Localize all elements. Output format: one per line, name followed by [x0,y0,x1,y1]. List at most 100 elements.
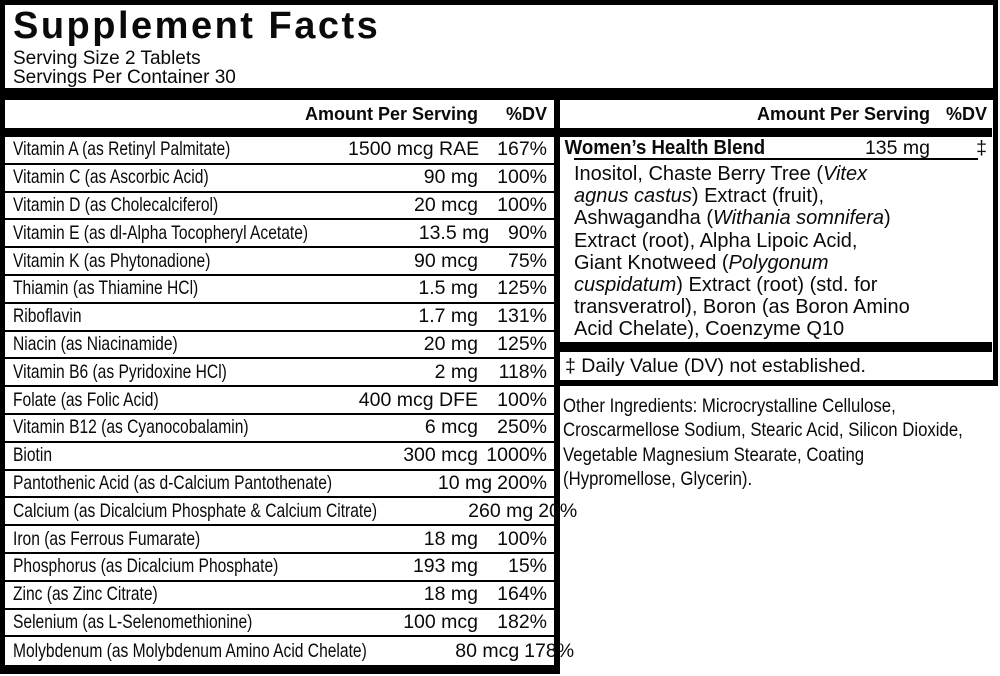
left-table-header: Amount Per Serving %DV [5,101,554,127]
nutrient-name: Riboflavin [13,305,82,328]
blend-description-line: Acid Chelate), Coenzyme Q10 [574,318,845,341]
nutrient-amount: 1500 mcg RAE [348,138,480,161]
blend-row: Women’s Health Blend 135 mg ‡ [560,136,992,159]
nutrient-name: Iron (as Ferrous Fumarate) [13,527,201,550]
table-row: Folate (as Folic Acid) 400 mcg DFE 100% [5,387,554,415]
border-bottom [0,665,560,674]
table-row: Niacin (as Niacinamide) 20 mg 125% [5,332,554,360]
table-row: Biotin 300 mcg 1000% [5,443,554,471]
table-row: Thiamin (as Thiamine HCl) 1.5 mg 125% [5,276,554,304]
nutrient-name: Zinc (as Zinc Citrate) [13,583,158,606]
border-left [0,0,5,674]
nutrient-amount: 18 mg [423,527,478,550]
other-ingredients-line: Croscarmellose Sodium, Stearic Acid, Sil… [563,419,963,442]
nutrient-amount: 260 mg [468,499,534,522]
nutrient-name: Thiamin (as Thiamine HCl) [13,277,199,300]
nutrient-dv: 167% [497,138,547,161]
percent-dv-header: %DV [505,103,547,124]
nutrient-amount: 90 mcg [414,249,478,272]
nutrient-name: Calcium (as Dicalcium Phosphate & Calciu… [13,499,378,522]
nutrient-name: Folate (as Folic Acid) [13,388,159,411]
table-row: Vitamin D (as Cholecalciferol) 20 mcg 10… [5,193,554,221]
nutrient-dv: 100% [497,193,547,216]
table-row: Vitamin B12 (as Cyanocobalamin) 6 mcg 25… [5,415,554,443]
nutrient-dv: 1000% [486,444,547,467]
other-ingredients: Other Ingredients: Microcrystalline Cell… [563,394,998,491]
blend-description-line: Ashwagandha (Withania somnifera) [574,207,891,230]
table-row: Riboflavin 1.7 mg 131% [5,304,554,332]
nutrient-table: Vitamin A (as Retinyl Palmitate) 1500 mc… [5,137,577,665]
nutrient-amount: 1.5 mg [418,277,478,300]
servings-per-container-text: Servings Per Container 30 [13,67,236,88]
dagger-symbol: ‡ [976,136,987,159]
nutrient-name: Phosphorus (as Dicalcium Phosphate) [13,555,279,578]
nutrient-name: Biotin [13,444,53,467]
nutrient-dv: 200% [497,471,547,494]
nutrient-name: Selenium (as L-Selenomethionine) [13,610,253,633]
column-divider [554,100,560,674]
nutrient-dv: 182% [497,610,547,633]
table-row: Selenium (as L-Selenomethionine) 100 mcg… [5,610,554,638]
nutrient-amount: 90 mg [423,166,478,189]
table-row: Phosphorus (as Dicalcium Phosphate) 193 … [5,554,554,582]
nutrient-amount: 193 mg [412,555,478,578]
nutrient-amount: 80 mcg [455,639,520,662]
nutrient-name: Niacin (as Niacinamide) [13,332,178,355]
other-ingredients-line: (Hypromellose, Glycerin). [563,467,753,490]
nutrient-name: Vitamin E (as dl-Alpha Tocopheryl Acetat… [13,221,309,244]
dv-footnote: ‡ Daily Value (DV) not established. [565,355,866,377]
nutrient-dv: 100% [497,527,547,550]
table-row: Vitamin E (as dl-Alpha Tocopheryl Acetat… [5,220,554,249]
nutrient-amount: 400 mcg DFE [358,388,478,411]
nutrient-dv: 250% [497,416,547,439]
nutrient-name: Vitamin K (as Phytonadione) [13,249,211,272]
nutrient-amount: 18 mg [423,583,478,606]
table-row: Vitamin B6 (as Pyridoxine HCl) 2 mg 118% [5,359,554,388]
nutrient-dv: 100% [497,388,547,411]
table-row: Calcium (as Dicalcium Phosphate & Calciu… [5,498,577,527]
left-table-header-rule [5,128,554,137]
nutrient-dv: 125% [497,277,547,300]
nutrient-dv: 20% [538,499,578,522]
border-top [0,0,998,5]
nutrient-dv: 75% [507,249,547,272]
nutrient-amount: 20 mcg [414,193,478,216]
nutrient-name: Vitamin D (as Cholecalciferol) [13,193,219,216]
amount-per-serving-header: Amount Per Serving [304,103,478,124]
nutrient-dv: 90% [507,221,547,244]
nutrient-dv: 118% [498,360,547,383]
other-ingredients-line: Other Ingredients: Microcrystalline Cell… [563,395,896,417]
nutrient-amount: 6 mcg [424,416,478,439]
blend-description-line: cuspidatum) Extract (root) (std. for [574,274,878,297]
footnote-thick-rule [560,342,992,352]
nutrient-amount: 100 mcg [403,610,478,633]
blend-description-line: Inositol, Chaste Berry Tree (Vitex [574,163,868,185]
table-row: Molybdenum (as Molybdenum Amino Acid Che… [5,637,574,665]
nutrient-amount: 13.5 mg [418,221,490,244]
nutrient-name: Vitamin B12 (as Cyanocobalamin) [13,416,249,439]
blend-description-line: agnus castus) Extract (fruit), [574,185,825,208]
right-panel-header-rule [560,128,992,137]
blend-name: Women’s Health Blend [564,136,766,159]
nutrient-name: Vitamin A (as Retinyl Palmitate) [13,138,231,161]
nutrient-dv: 15% [507,555,547,578]
table-row: Pantothenic Acid (as d-Calcium Pantothen… [5,471,554,499]
table-row: Vitamin K (as Phytonadione) 90 mcg 75% [5,248,554,276]
nutrient-name: Vitamin B6 (as Pyridoxine HCl) [13,360,227,383]
nutrient-name: Vitamin C (as Ascorbic Acid) [13,166,209,189]
table-row: Iron (as Ferrous Fumarate) 18 mg 100% [5,526,554,554]
blend-amount: 135 mg [864,136,930,159]
header-thick-rule [0,88,998,100]
nutrient-amount: 1.7 mg [418,305,478,328]
nutrient-dv: 100% [497,166,547,189]
nutrient-amount: 2 mg [434,360,478,383]
table-row: Vitamin A (as Retinyl Palmitate) 1500 mc… [5,137,554,165]
amount-per-serving-header: Amount Per Serving [756,103,930,124]
nutrient-amount: 20 mg [423,332,478,355]
nutrient-amount: 300 mcg [403,444,478,467]
right-panel-header: Amount Per Serving %DV [560,101,992,127]
nutrient-dv: 131% [497,305,547,328]
table-row: Vitamin C (as Ascorbic Acid) 90 mg 100% [5,165,554,193]
blend-description-line: Giant Knotweed (Polygonum [574,251,829,274]
